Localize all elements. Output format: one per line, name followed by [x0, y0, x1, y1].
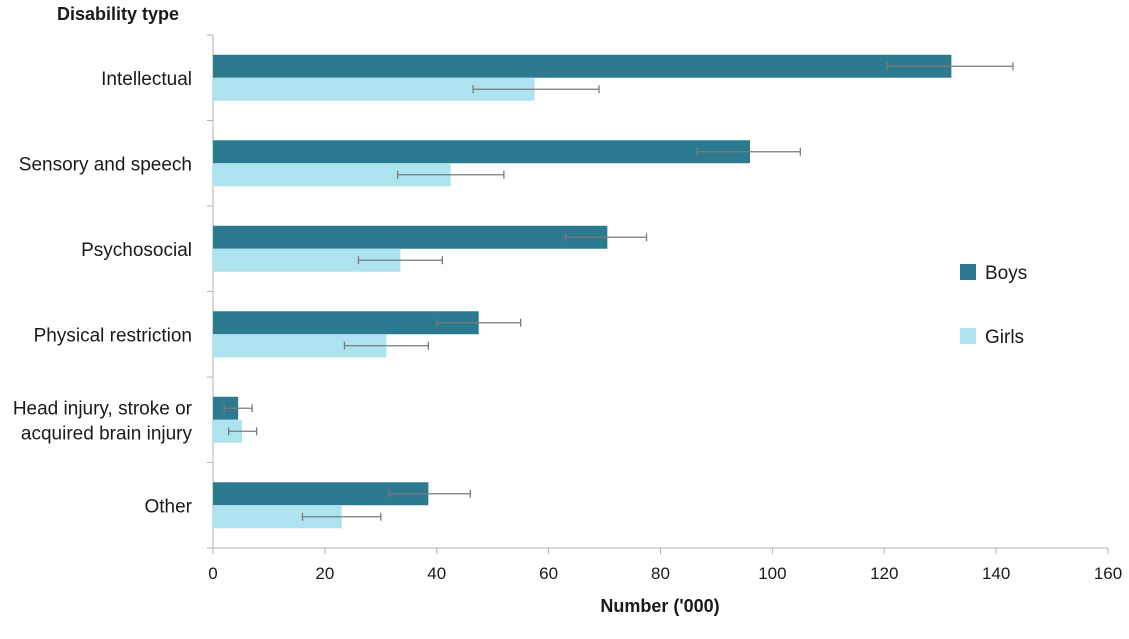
error-bar-girls	[357, 256, 443, 265]
legend-item-girls: Girls	[960, 327, 1024, 348]
labels: 0 20 40 60 80 100 120 140 160 Number ('000) Disabi…	[13, 4, 1122, 616]
category-label: Physical restriction	[34, 325, 192, 346]
x-axis-title: Number ('000)	[600, 596, 719, 616]
error-bar-girls	[301, 512, 382, 521]
bar-girls	[213, 419, 243, 443]
category-label: Head injury, stroke or	[13, 398, 193, 419]
x-tick-label: 40	[427, 564, 446, 583]
x-tick-label: 60	[539, 564, 558, 583]
x-tick-label: 0	[208, 564, 217, 583]
legend-swatch	[960, 328, 976, 344]
category-label: Other	[144, 496, 192, 517]
error-bar-girls	[472, 85, 600, 94]
error-bar-boys	[388, 489, 471, 498]
x-tick-label: 80	[651, 564, 670, 583]
error-bars	[223, 62, 1014, 521]
error-bar-boys	[696, 147, 801, 156]
legend-swatch	[960, 264, 976, 280]
bar-girls	[213, 248, 401, 272]
error-bar-boys	[223, 404, 253, 413]
bar-boys	[213, 54, 952, 78]
error-bar-girls	[396, 170, 505, 179]
bar-girls	[213, 77, 535, 101]
error-bar-boys	[886, 62, 1014, 71]
category-label: Psychosocial	[81, 240, 192, 261]
bar-girls	[213, 334, 387, 358]
legend-label: Girls	[985, 327, 1024, 348]
legend: Boys Girls	[960, 263, 1027, 348]
category-label: Sensory and speech	[19, 154, 192, 175]
y-axis-title: Disability type	[57, 4, 179, 24]
bar-boys	[213, 311, 479, 335]
legend-item-boys: Boys	[960, 263, 1027, 284]
legend-label: Boys	[985, 263, 1027, 284]
category-label: Intellectual	[101, 69, 192, 90]
bar-boys	[213, 225, 608, 249]
bar-girls	[213, 163, 451, 187]
category-label: acquired brain injury	[21, 423, 193, 444]
error-bar-girls	[343, 341, 430, 350]
error-bar-boys	[564, 233, 648, 242]
bar-boys	[213, 482, 429, 506]
x-tick-label: 140	[982, 564, 1010, 583]
bar-girls	[213, 505, 342, 529]
x-tick-label: 20	[315, 564, 334, 583]
x-tick-label: 100	[758, 564, 786, 583]
bars	[213, 54, 952, 529]
x-tick-label: 120	[870, 564, 898, 583]
error-bar-boys	[436, 318, 522, 327]
axes	[207, 34, 1109, 554]
x-tick-label: 160	[1094, 564, 1122, 583]
error-bar-girls	[228, 427, 258, 436]
bar-boys	[213, 140, 750, 164]
